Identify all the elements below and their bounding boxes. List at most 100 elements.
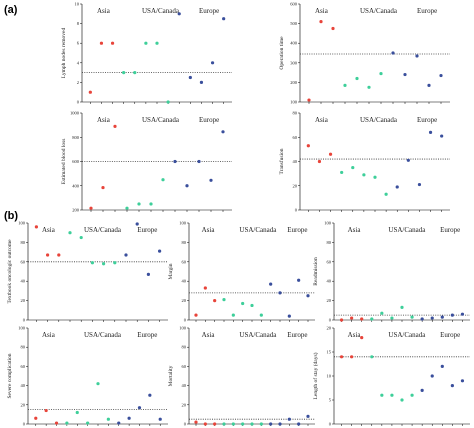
group-label: Asia [348,331,362,339]
group-label: Europe [287,226,307,234]
panel-3: 200 400 600 800 1000 Estimated blood loss Asia… [61,111,232,213]
data-point [420,388,424,392]
data-point [222,422,226,426]
y-tick-label: 60 [293,135,298,140]
data-point [188,75,192,80]
y-tick-label: 20 [293,183,298,188]
data-point [231,313,235,317]
data-point [106,417,110,421]
y-axis-label: Readmission [313,257,319,286]
data-point [110,41,115,45]
data-point [297,422,301,426]
group-label: Asia [97,7,111,15]
group-label: Europe [137,331,157,339]
data-point [362,173,366,177]
y-tick-label: 0 [23,422,26,427]
panel-10: 0 5 10 15 20 Length of stay (days) Asia USA/Can… [312,326,470,427]
data-point [197,159,201,164]
data-point [241,422,245,426]
data-point [440,315,444,319]
group-label: USA/Canada [360,116,398,124]
y-tick-label: 5 [329,398,332,403]
data-point [250,422,254,426]
y-tick-label: 600 [72,159,80,164]
data-point [339,318,344,322]
data-point [390,393,394,397]
group-label: USA/Canada [239,331,277,339]
y-tick-label: 10 [75,2,80,7]
data-point [420,317,424,321]
group-label: Europe [417,116,437,124]
y-tick-label: 6 [77,41,80,46]
data-point [34,225,39,229]
data-point [269,282,273,286]
group-label: Asia [315,7,329,15]
data-point [125,206,129,210]
data-point [306,294,310,298]
panel-9: 0 20 40 60 80 100 Mortality Asia USA/Canada Europ… [168,326,315,427]
data-point [146,272,150,277]
data-point [137,202,141,206]
data-point [127,416,131,420]
group-label: Asia [42,331,56,339]
y-tick-label: 40 [327,279,332,284]
y-tick-label: 500 [290,21,298,26]
panel-8: 0 20 40 60 80 100 Severe complication Asia USA/C… [7,326,168,427]
data-point [460,312,465,316]
group-label: USA/Canada [388,331,426,339]
y-tick-label: 8 [77,21,80,26]
y-tick-label: 100 [18,221,26,226]
data-point [148,393,152,397]
y-tick-label: 200 [290,80,298,85]
y-tick-label: 800 [72,135,80,140]
group-label: Europe [287,331,307,339]
group-label: USA/Canada [388,226,426,234]
y-tick-label: 400 [72,183,80,188]
y-tick-label: 0 [23,318,26,323]
data-point [158,249,162,253]
group-label: Asia [348,226,362,234]
data-point [222,298,226,302]
data-point [68,231,72,235]
data-point [259,313,263,317]
data-point [209,178,213,182]
data-point [113,261,117,265]
panel-4: 0 20 40 60 80 Transfusion Asia USA/Canada Europe [278,111,450,213]
data-point [287,417,291,421]
data-point [360,317,364,321]
data-point [101,185,105,190]
y-tick-label: 0 [77,100,80,105]
y-tick-label: 60 [21,259,26,264]
y-axis-label: Textbook oncologic outcome [7,239,13,304]
y-tick-label: 20 [21,402,26,407]
section-label-a: (a) [4,4,18,16]
data-point [34,416,38,420]
group-label: Asia [202,331,216,339]
data-point [46,253,50,257]
data-point [297,278,301,282]
data-point [384,192,388,196]
y-axis-label: Margin [168,263,174,279]
data-point [185,184,189,188]
data-point [390,316,394,320]
y-axis-label: Length of stay (days) [312,352,319,399]
y-tick-label: 80 [182,345,187,350]
data-point [417,182,422,187]
y-tick-label: 40 [21,383,26,388]
data-point [44,408,48,413]
data-point [450,384,454,388]
data-point [317,159,322,164]
y-tick-label: 300 [290,60,298,65]
panel-7: 0 20 40 60 80 100 Readmission Asia USA/Canada Eur… [313,221,470,323]
data-point [380,311,384,315]
data-point [360,336,364,340]
y-tick-label: 60 [21,364,26,369]
data-point [306,414,310,418]
y-axis-label: Mortality [168,365,174,386]
data-point [269,422,273,426]
data-point [210,61,215,65]
group-label: Europe [417,7,437,15]
data-point [350,355,354,359]
data-point [57,253,61,257]
